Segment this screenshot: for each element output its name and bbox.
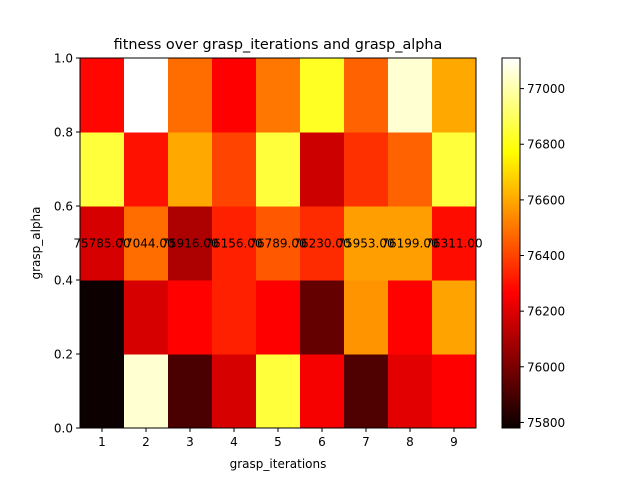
heatmap-cell: [212, 206, 257, 281]
cell-annotation: 75953.00: [337, 237, 394, 251]
heatmap-cell: [256, 280, 301, 355]
heatmap-cell: [388, 354, 433, 429]
cell-annotation: 77044.00: [117, 237, 174, 251]
cell-annotation: 75785.00: [73, 237, 130, 251]
heatmap-cell: [388, 132, 433, 207]
heatmap-cell: [344, 354, 389, 429]
colorbar-axis: 75800 76000 76200 76400 76600 76800 77000: [520, 82, 565, 430]
heatmap-cells: [80, 58, 477, 429]
x-axis-label: grasp_iterations: [230, 457, 327, 471]
x-tick-label: 9: [450, 435, 458, 449]
colorbar-tick-label: 76000: [527, 360, 565, 374]
heatmap-cell: [256, 206, 301, 281]
y-tick-label: 0.0: [54, 422, 73, 436]
heatmap-cell: [168, 206, 213, 281]
heatmap-cell: [124, 132, 169, 207]
heatmap-cell: [388, 280, 433, 355]
heatmap-cell: [80, 206, 125, 281]
y-tick-label: 0.4: [54, 274, 73, 288]
heatmap-cell: [432, 354, 477, 429]
heatmap-cell: [344, 280, 389, 355]
colorbar: [501, 57, 521, 429]
heatmap-cell: [80, 58, 125, 133]
cell-annotation: 76156.00: [205, 237, 262, 251]
x-tick-label: 4: [230, 435, 238, 449]
heatmap-cell: [212, 354, 257, 429]
heatmap-cell: [300, 354, 345, 429]
y-tick-label: 0.8: [54, 126, 73, 140]
cell-annotation: 76230.00: [293, 237, 350, 251]
x-tick-label: 2: [142, 435, 150, 449]
cell-annotation: 75916.00: [161, 237, 218, 251]
y-tick-label: 0.6: [54, 200, 73, 214]
x-tick-label: 7: [362, 435, 370, 449]
heatmap-cell: [300, 206, 345, 281]
heatmap-cell: [256, 58, 301, 133]
heatmap-cell: [124, 58, 169, 133]
chart-title: fitness over grasp_iterations and grasp_…: [114, 37, 443, 53]
heatmap-cell: [432, 58, 477, 133]
heatmap-cell: [300, 132, 345, 207]
colorbar-tick-label: 77000: [527, 82, 565, 96]
cell-annotation: 76199.00: [381, 237, 438, 251]
heatmap-cell: [432, 132, 477, 207]
colorbar-tick-label: 76400: [527, 249, 565, 263]
heatmap-cell: [344, 58, 389, 133]
x-tick-label: 1: [98, 435, 106, 449]
heatmap-cell: [124, 280, 169, 355]
y-axis: 0.0 0.2 0.4 0.6 0.8 1.0: [54, 52, 80, 436]
heatmap-cell: [432, 206, 477, 281]
heatmap-cell: [80, 280, 125, 355]
heatmap-cell: [124, 354, 169, 429]
colorbar-tick-label: 76800: [527, 138, 565, 152]
colorbar-tick-label: 76200: [527, 305, 565, 319]
heatmap-cell: [432, 280, 477, 355]
heatmap-cell: [212, 132, 257, 207]
x-tick-label: 3: [186, 435, 194, 449]
heatmap-cell: [256, 132, 301, 207]
heatmap-cell: [300, 58, 345, 133]
x-tick-label: 6: [318, 435, 326, 449]
heatmap-cell: [388, 58, 433, 133]
cell-annotation: 76789.00: [249, 237, 306, 251]
x-tick-label: 5: [274, 435, 282, 449]
colorbar-tick-label: 75800: [527, 416, 565, 430]
cell-annotations: 75785.0077044.0075916.0076156.0076789.00…: [73, 237, 482, 251]
y-tick-label: 0.2: [54, 348, 73, 362]
y-axis-label: grasp_alpha: [29, 206, 43, 279]
heatmap-cell: [168, 280, 213, 355]
x-axis: 1 2 3 4 5 6 7 8 9: [98, 428, 458, 449]
heatmap-cell: [168, 132, 213, 207]
colorbar-tick-label: 76600: [527, 193, 565, 207]
heatmap-cell: [256, 354, 301, 429]
heatmap-cell: [388, 206, 433, 281]
heatmap-cell: [344, 206, 389, 281]
cell-annotation: 76311.00: [425, 237, 482, 251]
x-tick-label: 8: [406, 435, 414, 449]
heatmap-cell: [300, 280, 345, 355]
y-tick-label: 1.0: [54, 52, 73, 66]
heatmap-cell: [80, 354, 125, 429]
heatmap-cell: [212, 280, 257, 355]
heatmap-cell: [344, 132, 389, 207]
heatmap-cell: [168, 354, 213, 429]
heatmap-cell: [124, 206, 169, 281]
heatmap-cell: [80, 132, 125, 207]
heatmap-cell: [212, 58, 257, 133]
heatmap-cell: [168, 58, 213, 133]
